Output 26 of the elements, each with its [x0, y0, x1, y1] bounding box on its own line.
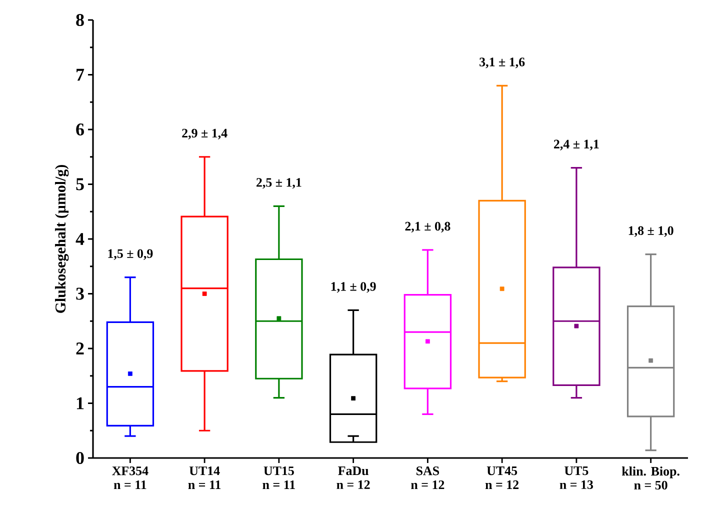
y-tick-label: 4	[76, 233, 84, 245]
annotation: 2,5 ± 1,1	[256, 178, 302, 189]
annotation: 3,1 ± 1,6	[480, 58, 525, 68]
annotation: 2,4 ± 1,1	[554, 140, 599, 150]
x-tick-label: UT14 n = 11	[188, 466, 221, 489]
x-tick-label: SAS n = 12	[411, 466, 444, 490]
y-axis-title: Glukosegehalt (µmol/g)	[55, 164, 69, 313]
annotation: 1,5 ± 0,9	[108, 249, 153, 260]
x-tick-label: UT5 n = 13	[560, 466, 594, 490]
y-tick-label: 3	[76, 288, 84, 300]
annotation: 1,1 ± 0,9	[331, 282, 376, 293]
y-tick-label: 2	[76, 342, 84, 354]
y-tick-label: 1	[76, 397, 84, 410]
y-tick-label: 5	[76, 178, 84, 190]
y-tick-label: 7	[76, 68, 84, 81]
y-tick-label: 6	[76, 123, 84, 136]
x-tick-label: UT45 n = 12	[485, 466, 519, 489]
annotation: 2,1 ± 0,8	[405, 222, 450, 232]
x-tick-label: klin. Biop. n = 50	[622, 466, 680, 490]
x-tick-label: FaDu n = 12	[336, 466, 370, 489]
annotation: 1,8 ± 1,0	[628, 226, 674, 237]
y-tick-label: 8	[76, 14, 84, 26]
x-tick-label: UT15 n = 11	[262, 466, 295, 489]
x-tick-label: XF354 n = 11	[112, 466, 148, 490]
annotation: 2,9 ± 1,4	[182, 128, 228, 140]
y-tick-label: 0	[76, 452, 84, 464]
